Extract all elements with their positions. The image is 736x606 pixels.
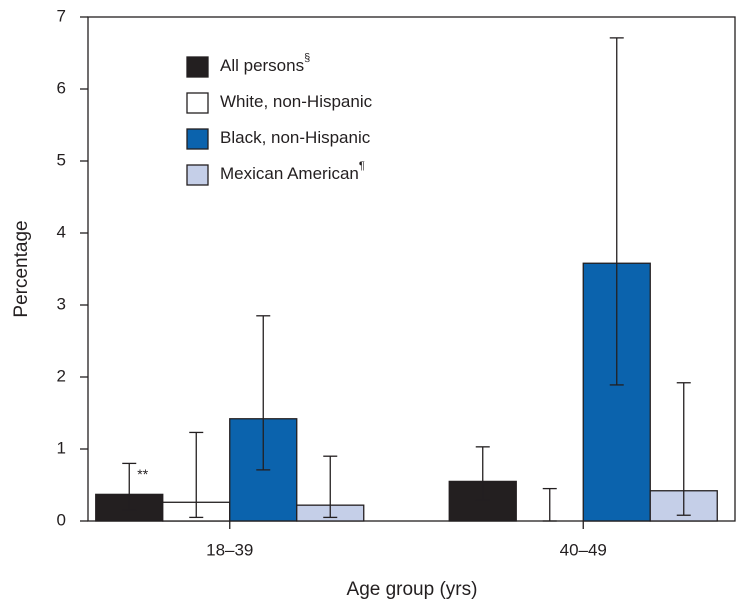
legend-name: Mexican American bbox=[220, 164, 359, 183]
plot-frame bbox=[87, 16, 736, 522]
y-tick-label: 3 bbox=[57, 294, 66, 313]
x-tick-label: 40–49 bbox=[560, 540, 607, 559]
legend-name: Black, non-Hispanic bbox=[220, 128, 371, 147]
legend-label: White, non-Hispanic bbox=[220, 92, 373, 111]
legend-label: Mexican American¶ bbox=[220, 160, 365, 184]
error-bar bbox=[676, 382, 691, 516]
y-axis-label: Percentage bbox=[11, 220, 32, 317]
legend-name: White, non-Hispanic bbox=[220, 92, 373, 111]
legend-label: All persons§ bbox=[220, 52, 310, 76]
error-bar bbox=[256, 315, 271, 471]
error-bar bbox=[542, 487, 557, 522]
y-tick-label: 4 bbox=[57, 222, 66, 241]
legend-name: All persons bbox=[220, 56, 304, 75]
legend-label: Black, non-Hispanic bbox=[220, 128, 371, 147]
y-tick-label: 7 bbox=[57, 6, 66, 25]
y-tick-label: 0 bbox=[57, 510, 66, 529]
error-bar bbox=[475, 446, 490, 501]
error-bar bbox=[189, 431, 204, 519]
annotation: ** bbox=[137, 466, 148, 482]
error-bar bbox=[609, 37, 624, 386]
legend-swatch bbox=[186, 56, 209, 78]
legend-swatch bbox=[186, 128, 209, 150]
x-tick-label: 18–39 bbox=[206, 540, 253, 559]
y-tick-label: 2 bbox=[57, 366, 66, 385]
y-tick-label: 6 bbox=[57, 78, 66, 97]
legend-swatch bbox=[186, 92, 209, 114]
legend-swatch bbox=[186, 164, 209, 186]
legend-footnote: § bbox=[304, 52, 310, 64]
y-tick-label: 1 bbox=[57, 438, 66, 457]
error-bar bbox=[122, 462, 137, 511]
x-axis-label: Age group (yrs) bbox=[347, 579, 478, 600]
y-tick-label: 5 bbox=[57, 150, 66, 169]
legend-footnote: ¶ bbox=[359, 160, 365, 172]
error-bar bbox=[323, 455, 338, 519]
